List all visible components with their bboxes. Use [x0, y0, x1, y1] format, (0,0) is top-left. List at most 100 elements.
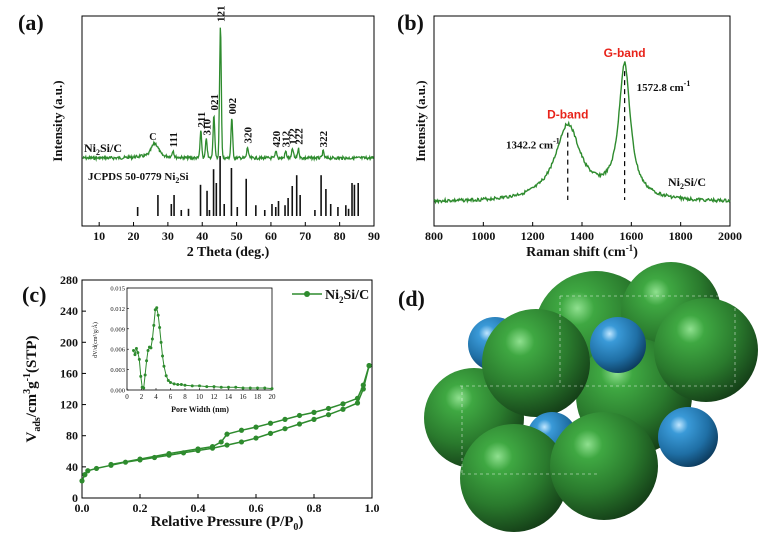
panel-a-xlabel: 2 Theta (deg.) [187, 245, 270, 260]
x-tick-label: 20 [128, 229, 140, 243]
pore-distribution-point [152, 323, 156, 327]
x-tick-label: 50 [231, 229, 243, 243]
panel-c-legend-marker [304, 291, 310, 297]
desorption-point [282, 416, 288, 422]
panel-a-sample-label: Ni2Si/C [84, 141, 122, 157]
panel-a-label: (a) [18, 10, 44, 35]
si-atom [658, 407, 718, 467]
desorption-point [296, 412, 303, 419]
x-tick-label: 60 [265, 229, 277, 243]
peak-label: 320 [243, 126, 255, 143]
pore-distribution-point [270, 387, 274, 391]
peak-label: 111 [168, 132, 180, 147]
inset-x-tick-label: 14 [225, 393, 233, 401]
pore-distribution-point [139, 374, 143, 378]
pore-distribution-point [159, 340, 163, 344]
panel-a-xrd-curve [82, 27, 374, 162]
pore-distribution-point [166, 378, 170, 382]
pore-distribution-point [183, 383, 187, 387]
panel-c-series [79, 363, 372, 484]
inset-x-tick-label: 18 [254, 393, 262, 401]
panel-c-legend: Ni2Si/C [292, 288, 369, 305]
ni-atom [460, 424, 568, 532]
panel-a-reference-sticks [136, 156, 359, 216]
pore-distribution-point [142, 386, 146, 390]
desorption-point [195, 446, 201, 452]
inset-x-tick-label: 6 [169, 393, 173, 401]
panel-c-inset: 0 2 4 6 8 10 12 14 16 18 20 0.0000.0030.0060.0090.… [91, 286, 276, 415]
y-tick-label: 160 [60, 366, 78, 380]
pore-distribution-point [132, 349, 136, 353]
x-tick-label: 800 [425, 229, 443, 243]
desorption-point [137, 456, 143, 462]
panel-b-band-annotations: D-band G-band 1342.2 cm-1 1572.8 cm-1 [506, 46, 690, 200]
pore-distribution-point [219, 385, 223, 389]
pore-distribution-point [190, 384, 194, 388]
inset-x-tick-label: 20 [269, 393, 277, 401]
y-tick-label: 0 [72, 491, 78, 505]
x-tick-label: 1400 [570, 229, 594, 243]
desorption-point [108, 461, 114, 468]
panel-b-label: (b) [397, 10, 424, 35]
pore-distribution-point [179, 383, 183, 387]
inset-x-tick-label: 2 [140, 393, 144, 401]
peak-label: 121 [215, 6, 227, 23]
inset-y-tick-label: 0.012 [110, 306, 125, 313]
pore-distribution-point [176, 383, 180, 387]
desorption-point [325, 405, 332, 412]
panel-c-y-ticks: 0 40 80 120 160 200 240 280 [60, 273, 86, 505]
desorption-point [360, 382, 366, 388]
peak-label: 002 [227, 97, 239, 114]
inset-xlabel: Pore Width (nm) [171, 405, 229, 414]
desorption-point [311, 409, 317, 415]
adsorption-point [340, 406, 346, 412]
y-tick-label: 40 [66, 460, 78, 474]
y-tick-label: 240 [60, 304, 78, 318]
pore-distribution-point [136, 351, 140, 355]
inset-ylabel: dV/d(cm³/g/Å) [91, 322, 99, 358]
x-tick-label: 1000 [471, 229, 495, 243]
x-tick-label: 0.0 [75, 501, 90, 515]
desorption-point [366, 363, 372, 369]
g-band-value: 1572.8 cm-1 [637, 79, 691, 94]
y-tick-label: 80 [66, 429, 78, 443]
adsorption-point [267, 430, 274, 436]
pore-distribution-point [169, 381, 172, 385]
pore-distribution-point [241, 386, 245, 390]
desorption-point [340, 401, 346, 407]
pore-distribution-point [227, 385, 230, 389]
panel-a-x-ticks: 10 20 30 40 50 60 70 80 90 [93, 222, 380, 243]
peak-label: 222 [293, 128, 305, 145]
x-tick-label: 0.6 [249, 501, 264, 515]
peak-label: 312 [281, 130, 293, 147]
inset-x-tick-label: 12 [211, 393, 219, 401]
desorption-point [267, 420, 274, 426]
peak-label: C [149, 132, 156, 143]
pore-distribution-point [234, 385, 238, 389]
pore-distribution-point [161, 354, 165, 358]
x-tick-label: 1.0 [365, 501, 380, 515]
d-band-label: D-band [547, 108, 588, 122]
adsorption-point [82, 472, 88, 478]
inset-y-tick-label: 0.015 [110, 286, 125, 293]
x-tick-label: 90 [368, 229, 380, 243]
x-tick-label: 30 [162, 229, 174, 243]
pore-distribution-point [150, 337, 154, 341]
adsorption-point [296, 421, 303, 427]
inset-x-tick-label: 4 [154, 393, 158, 401]
inset-y-tick-label: 0.000 [110, 388, 125, 395]
pore-distribution-point [145, 359, 149, 363]
adsorption-point [311, 416, 317, 422]
desorption-point [253, 424, 259, 430]
y-tick-label: 200 [60, 335, 78, 349]
panel-c-x-ticks: 0.0 0.2 0.4 0.6 0.8 1.0 [75, 494, 380, 515]
panel-a-reference-label: JCPDS 50-0779 Ni2Si [88, 171, 189, 185]
pore-distribution-point [149, 346, 153, 350]
panel-b-raman-curve [433, 61, 731, 205]
adsorption-point [282, 426, 288, 432]
ni-atom [654, 298, 758, 402]
pore-distribution-point [133, 353, 137, 357]
